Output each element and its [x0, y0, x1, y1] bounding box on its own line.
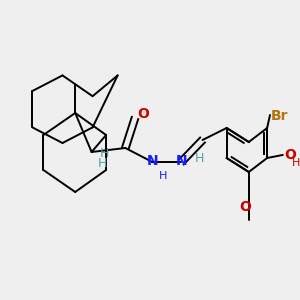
- Text: H: H: [159, 171, 167, 181]
- Text: H: H: [100, 147, 109, 160]
- Text: H: H: [195, 152, 204, 165]
- Text: N: N: [176, 154, 187, 168]
- Text: N: N: [147, 154, 158, 168]
- Text: Br: Br: [271, 109, 289, 123]
- Text: O: O: [137, 107, 149, 121]
- Text: H: H: [98, 157, 107, 170]
- Text: H: H: [292, 158, 300, 168]
- Text: O: O: [239, 200, 251, 214]
- Text: O: O: [284, 148, 296, 162]
